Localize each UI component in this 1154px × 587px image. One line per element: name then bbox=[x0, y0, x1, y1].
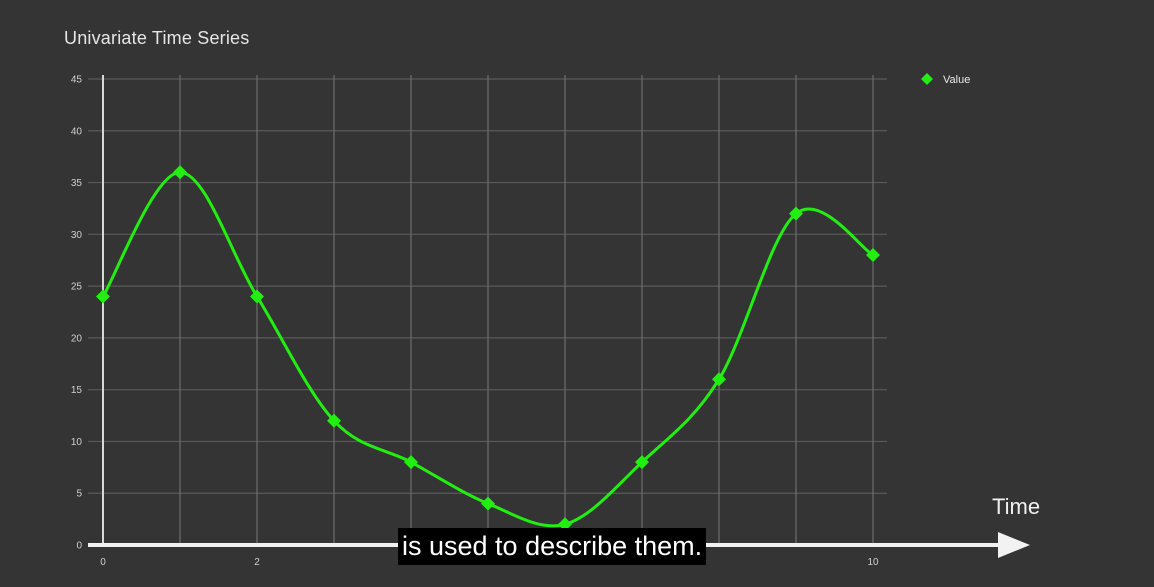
y-tick-label: 40 bbox=[71, 126, 83, 137]
x-axis-arrowhead bbox=[998, 532, 1030, 558]
grid bbox=[88, 75, 887, 545]
data-point bbox=[327, 413, 341, 428]
data-point bbox=[404, 455, 418, 470]
y-tick-label: 5 bbox=[76, 489, 82, 500]
x-tick-label: 10 bbox=[867, 557, 879, 568]
data-point bbox=[481, 496, 495, 511]
time-axis-annotation: Time bbox=[992, 494, 1040, 519]
data-point bbox=[635, 455, 649, 470]
x-tick-label: 2 bbox=[254, 557, 260, 568]
y-tick-label: 45 bbox=[71, 75, 83, 86]
y-tick-label: 20 bbox=[71, 333, 83, 344]
legend-marker bbox=[921, 73, 933, 85]
data-point bbox=[712, 372, 726, 387]
y-tick-label: 15 bbox=[71, 385, 83, 396]
data-point bbox=[250, 289, 264, 304]
y-tick-label: 10 bbox=[71, 437, 83, 448]
y-tick-labels: 0 5 10 15 20 25 30 35 40 45 bbox=[71, 75, 83, 552]
chart-title: Univariate Time Series bbox=[64, 28, 250, 48]
y-tick-label: 25 bbox=[71, 282, 83, 293]
data-point bbox=[173, 165, 187, 180]
legend-label: Value bbox=[943, 74, 970, 86]
data-point bbox=[558, 517, 572, 532]
x-tick-labels: 0 2 10 bbox=[100, 557, 879, 568]
y-tick-label: 0 bbox=[76, 541, 82, 552]
data-point bbox=[866, 248, 880, 263]
subtitle-caption: is used to describe them. bbox=[398, 528, 707, 565]
x-tick-label: 0 bbox=[100, 557, 106, 568]
data-point bbox=[96, 289, 110, 304]
x-axis-label: Time bbox=[992, 494, 1040, 519]
data-point bbox=[789, 206, 803, 221]
y-tick-label: 30 bbox=[71, 230, 83, 241]
y-tick-label: 35 bbox=[71, 178, 83, 189]
series-layer bbox=[96, 165, 880, 532]
legend: Value bbox=[921, 73, 970, 86]
